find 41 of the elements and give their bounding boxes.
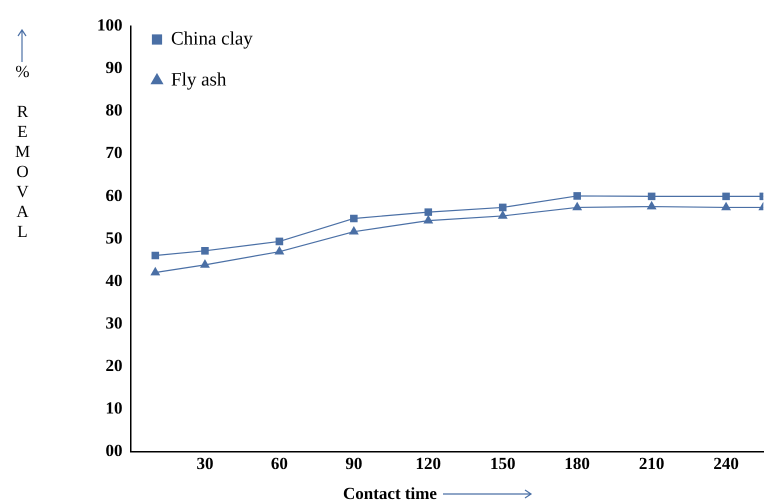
point [498,204,507,212]
point [648,192,656,200]
y-tick-label: 60 [106,186,122,205]
x-tick-label: 240 [713,454,739,474]
point [152,252,160,260]
y-axis-title: % REMOVAL [12,62,33,242]
x-tick-label: 90 [345,454,362,474]
x-tick-label: 30 [196,454,214,474]
y-tick-label: 00 [106,440,122,460]
y-tick-label: 50 [106,228,122,248]
point [572,202,582,210]
point [274,246,284,255]
point [424,208,432,216]
y-tick-label: 100 [97,16,122,35]
legend-label: Fly ash [171,69,227,90]
point [498,210,508,219]
y-tick-label: 90 [106,58,122,78]
x-tick-label: 150 [490,454,516,474]
point [350,214,358,222]
point [200,260,210,268]
point [647,201,656,210]
point [573,192,581,200]
point [349,226,358,235]
x-tick-label: 120 [416,454,442,474]
x-tick-label: 210 [638,454,664,474]
point [150,267,160,276]
y-tick-label: 40 [106,270,122,290]
legend-label: China clay [171,28,254,50]
y-tick-label: 10 [106,398,122,418]
y-tick-label: 20 [106,356,122,375]
point [201,247,209,255]
x-tick-label: 180 [564,454,590,474]
x-axis-title: Contact time [343,484,437,504]
point [424,216,433,224]
y-tick-label: 70 [106,143,122,162]
point [276,238,284,246]
point [722,192,730,200]
point [722,202,731,210]
y-tick-label: 30 [106,313,122,332]
x-tick-label: 60 [270,454,288,474]
y-tick-label: 80 [106,100,122,120]
